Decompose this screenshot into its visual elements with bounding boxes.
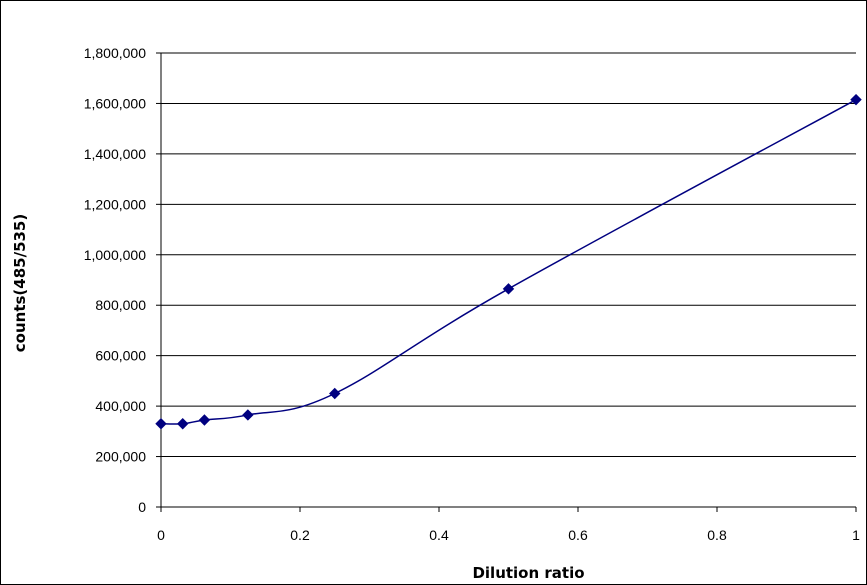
x-axis-title: Dilution ratio xyxy=(472,564,584,582)
grid-lines xyxy=(161,52,856,458)
y-tick-labels: 0 200,000 400,000 600,000 800,000 1,000,000 1,… xyxy=(84,45,147,515)
series-line xyxy=(160,99,857,425)
data-point-marker xyxy=(850,93,862,106)
x-tick-label: 0.8 xyxy=(707,527,727,543)
y-tick-label: 1,800,000 xyxy=(84,45,146,61)
axes xyxy=(156,52,857,512)
x-tick-label: 0.2 xyxy=(290,527,310,543)
y-tick-label: 800,000 xyxy=(95,297,146,313)
data-point-marker xyxy=(502,283,515,295)
y-tick-label: 0 xyxy=(138,499,146,515)
x-tick-label: 0.6 xyxy=(568,527,588,543)
series-line-group xyxy=(160,99,857,425)
x-tick-label: 1 xyxy=(852,527,860,543)
data-point-marker xyxy=(155,418,167,430)
y-tick-label: 400,000 xyxy=(95,398,146,414)
y-tick-label: 1,400,000 xyxy=(84,146,146,162)
x-tick-labels: 0 0.2 0.4 0.6 0.8 1 xyxy=(157,527,860,543)
data-point-marker xyxy=(242,409,254,421)
y-tick-label: 1,600,000 xyxy=(84,95,146,111)
y-axis-title: counts(485/535) xyxy=(11,214,29,352)
y-tick-label: 1,200,000 xyxy=(84,196,146,212)
y-tick-label: 600,000 xyxy=(95,348,146,364)
data-point-marker xyxy=(177,418,189,430)
data-point-marker xyxy=(198,414,211,426)
y-tick-label: 1,000,000 xyxy=(84,247,146,263)
series-markers xyxy=(155,93,862,430)
x-tick-label: 0.4 xyxy=(429,527,449,543)
data-point-marker xyxy=(329,387,341,400)
x-tick-label: 0 xyxy=(157,527,165,543)
y-tick-label: 200,000 xyxy=(95,449,146,465)
